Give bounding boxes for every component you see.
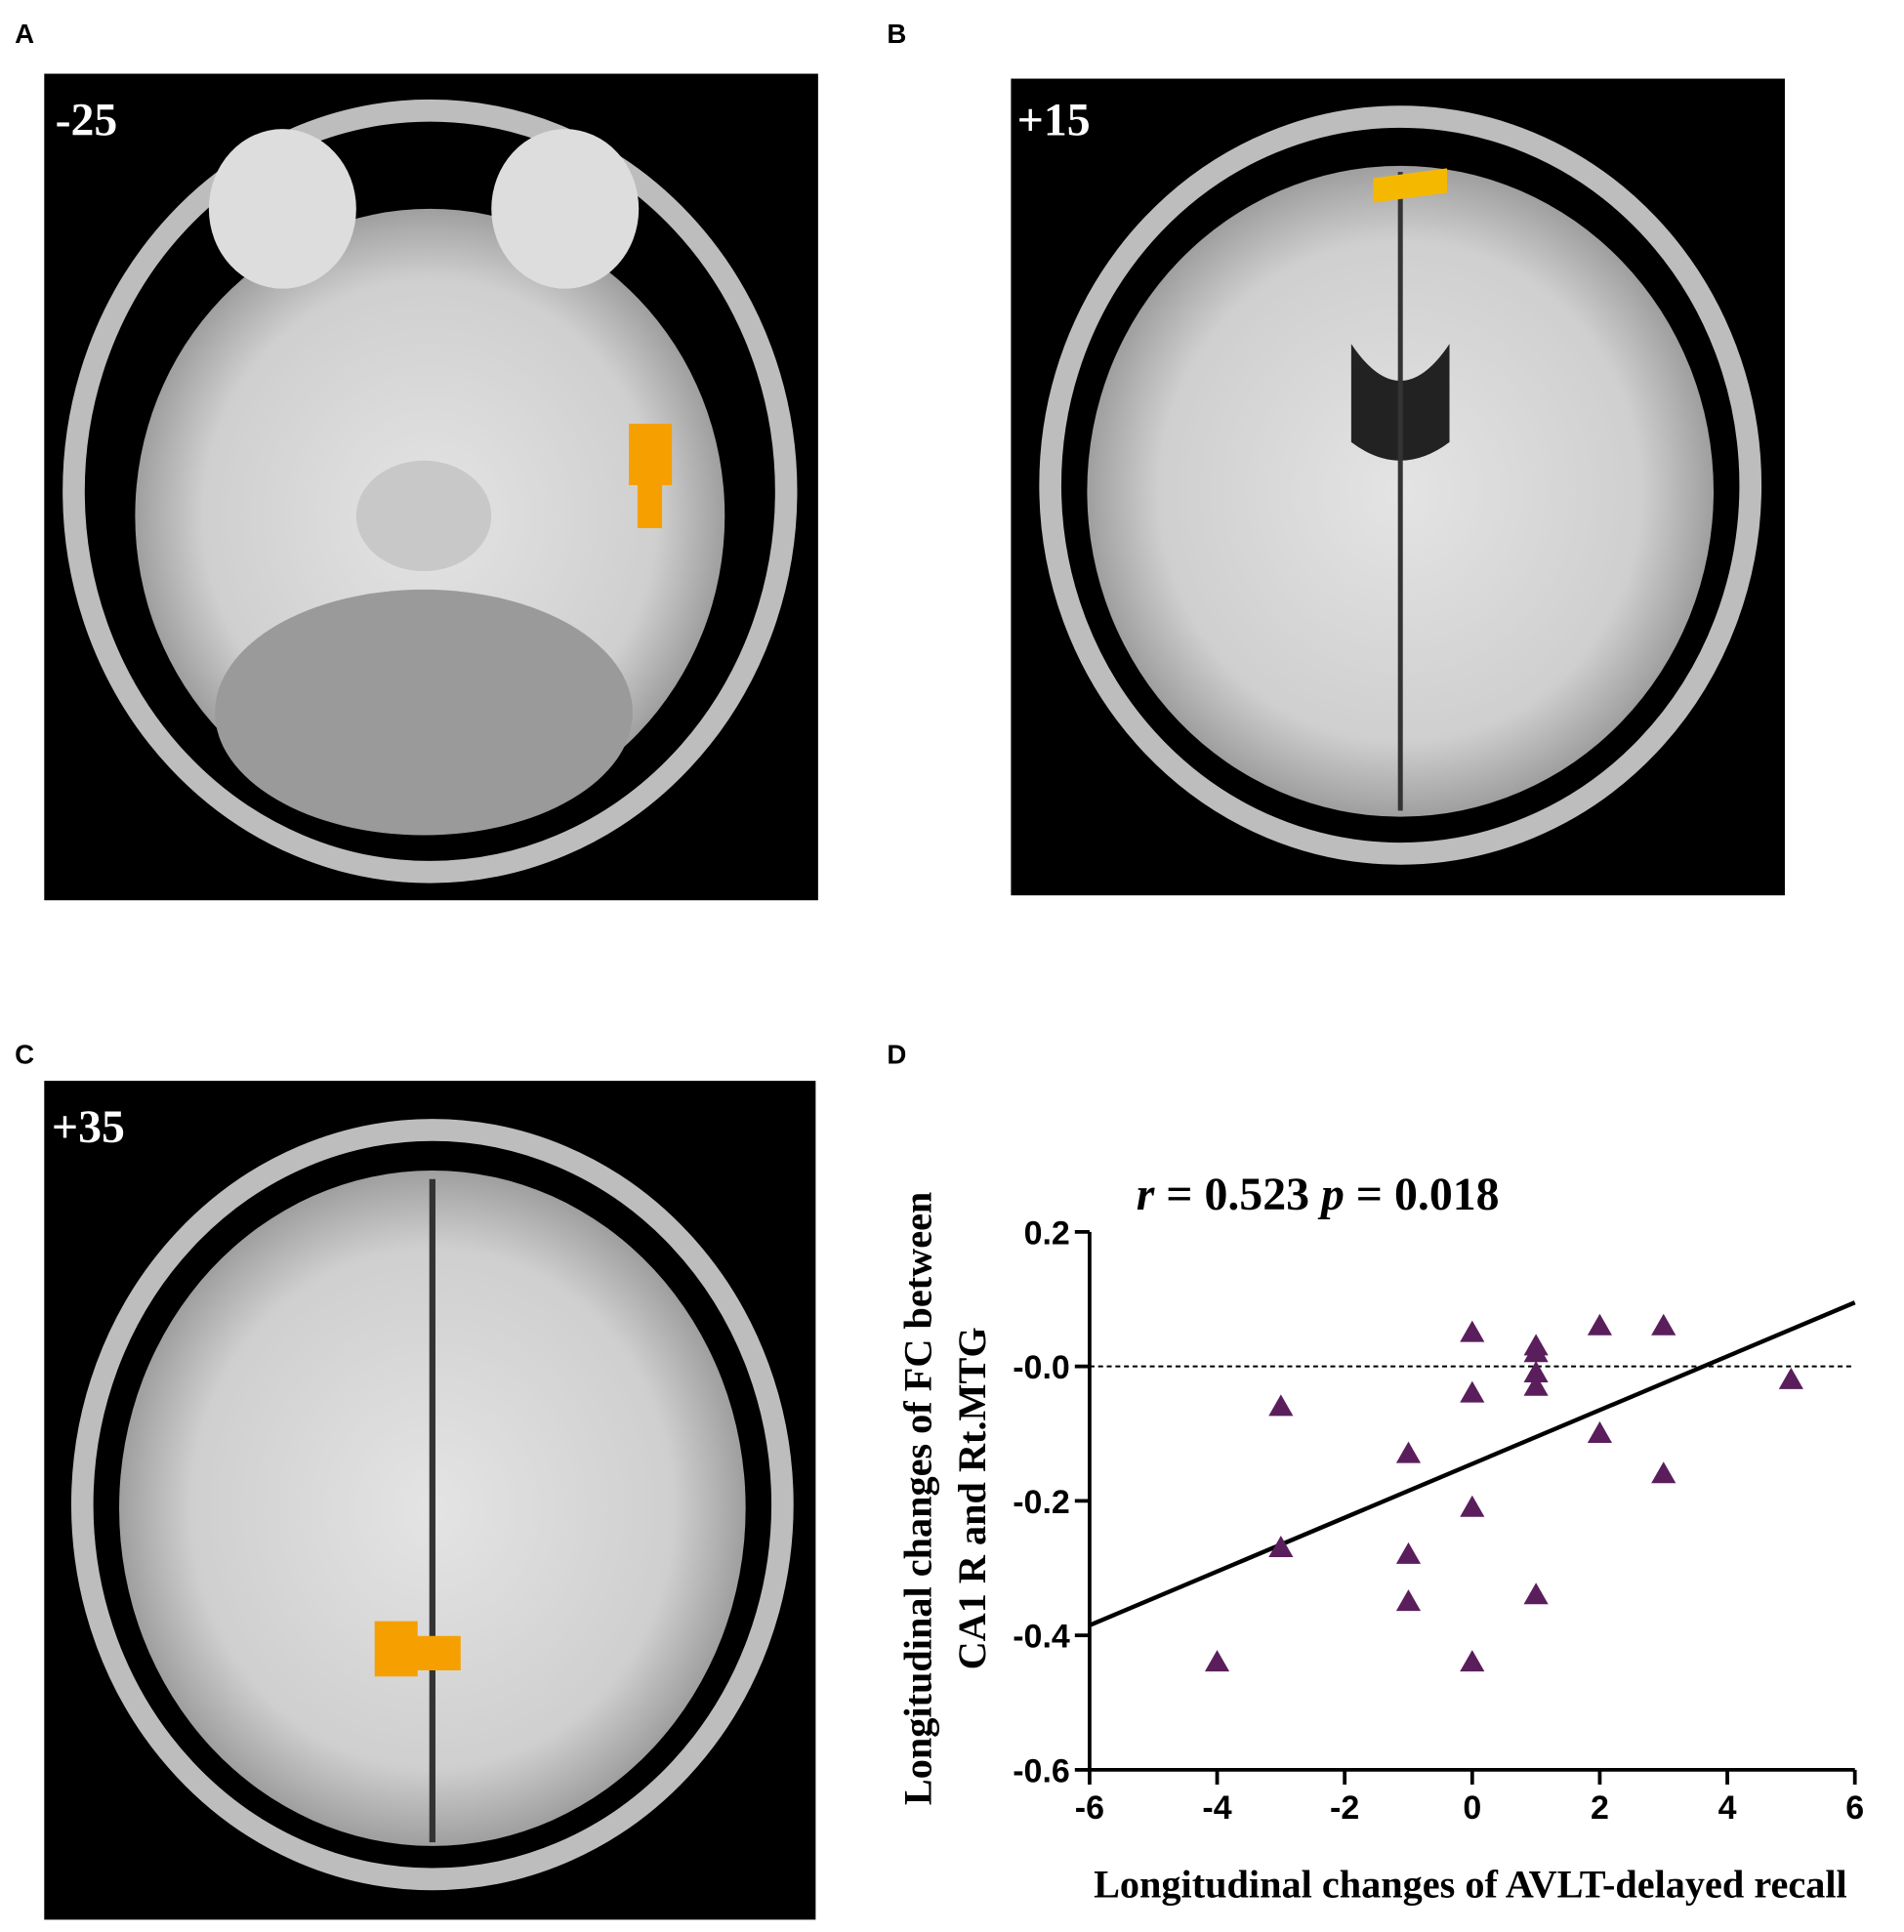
slice-label: +35 [52, 1101, 125, 1153]
point [1523, 1374, 1549, 1396]
point [1460, 1380, 1485, 1403]
point [1460, 1320, 1485, 1342]
y-tick-label: -0.6 [1013, 1752, 1070, 1789]
title-part: = 0.523 [1154, 1169, 1321, 1220]
point [1204, 1650, 1230, 1672]
point [1395, 1589, 1422, 1612]
brainstem [355, 460, 492, 572]
mri-panel-a [44, 73, 818, 901]
y-axis-label: Longitudinal changes of FC between [896, 1192, 940, 1805]
chart-title: r = 0.523 p = 0.018 [1137, 1169, 1500, 1220]
mri-panel-c [44, 1081, 816, 1920]
cerebellum [215, 589, 633, 836]
panel-label: D [887, 1040, 906, 1070]
y-tick-label: -0.2 [1013, 1484, 1070, 1521]
skull [70, 1119, 794, 1891]
x-tick-label: -4 [1202, 1789, 1231, 1827]
x-tick-label: -6 [1075, 1789, 1104, 1827]
x-tick-label: 6 [1845, 1789, 1864, 1827]
x-tick-label: 4 [1718, 1789, 1737, 1827]
skull [1039, 105, 1762, 865]
slice-label: -25 [56, 94, 118, 145]
point [1268, 1394, 1294, 1417]
y-tick-label: 0.2 [1024, 1214, 1070, 1252]
point [1651, 1461, 1676, 1484]
point [1523, 1583, 1549, 1605]
x-tick-label: -2 [1330, 1789, 1359, 1827]
orbit [208, 129, 356, 289]
y-tick-label: -0.0 [1013, 1349, 1070, 1386]
activation [629, 424, 673, 528]
mri-panel-b [1011, 78, 1785, 896]
panel-label: C [15, 1040, 34, 1070]
panel-label: B [887, 19, 906, 49]
point [1587, 1313, 1612, 1336]
point [1268, 1536, 1294, 1558]
title-part: r [1137, 1169, 1155, 1220]
x-tick-label: 0 [1463, 1789, 1481, 1827]
y-axis-label: CA1 R and Rt.MTG [950, 1327, 994, 1669]
point [1523, 1340, 1549, 1363]
activation [374, 1621, 461, 1677]
fit-line [1089, 1300, 1856, 1627]
panel-label: A [15, 19, 34, 49]
activation [1373, 168, 1447, 203]
orbit [491, 129, 640, 289]
point [1778, 1367, 1803, 1389]
point [1587, 1420, 1612, 1443]
point [1460, 1650, 1485, 1672]
slice-label: +15 [1017, 94, 1091, 145]
x-tick-label: 2 [1591, 1789, 1609, 1827]
skull [62, 99, 798, 884]
point [1651, 1313, 1676, 1336]
title-part: = 0.018 [1345, 1169, 1500, 1220]
y-tick-label: -0.4 [1013, 1619, 1070, 1656]
point [1395, 1541, 1422, 1564]
point [1460, 1495, 1485, 1517]
point [1395, 1441, 1422, 1463]
title-part: p [1317, 1169, 1345, 1220]
point [1523, 1360, 1549, 1382]
x-axis-label: Longitudinal changes of AVLT-delayed rec… [1094, 1863, 1847, 1907]
